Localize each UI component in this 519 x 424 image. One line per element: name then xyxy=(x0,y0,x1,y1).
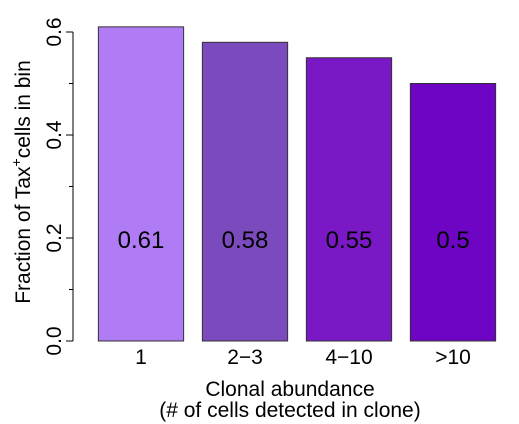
bar-3 xyxy=(305,57,393,342)
x-tick-labels-group: 1 2−3 4−10 >10 xyxy=(135,346,471,369)
bar-value-label-1: 0.61 xyxy=(118,227,165,254)
x-tick-label-10: >10 xyxy=(435,346,471,369)
y-axis-title-prefix: Fraction of Tax xyxy=(12,166,35,304)
y-tick-label-0-4: 0.4 xyxy=(43,120,66,150)
bar-value-label-2: 0.58 xyxy=(222,227,269,254)
bars-group xyxy=(97,26,497,342)
y-tick-label-0-0: 0.0 xyxy=(43,326,66,355)
x-axis-title-line2: (# of cells detected in clone) xyxy=(159,399,420,422)
bar-2 xyxy=(201,41,289,342)
x-axis-title-line1: Clonal abundance xyxy=(205,378,374,401)
x-tick-label-2-3: 2−3 xyxy=(227,346,263,369)
y-axis: 0.0 0.2 0.4 0.6 xyxy=(43,17,74,356)
y-axis-title-superscript: + xyxy=(8,158,24,166)
bar-value-label-3: 0.55 xyxy=(326,227,373,254)
y-axis-title-suffix: cells in bin xyxy=(12,60,35,158)
bar-value-labels-group: 0.61 0.58 0.55 0.5 xyxy=(118,227,470,254)
y-tick-label-0-2: 0.2 xyxy=(43,223,66,252)
y-tick-label-0-6: 0.6 xyxy=(43,17,66,46)
x-tick-label-1: 1 xyxy=(135,346,147,369)
bar-4 xyxy=(409,83,497,342)
x-tick-label-4-10: 4−10 xyxy=(325,346,372,369)
y-axis-title: Fraction of Tax+cells in bin xyxy=(8,60,35,304)
bar-1 xyxy=(97,26,185,342)
bar-value-label-4: 0.5 xyxy=(436,227,469,254)
